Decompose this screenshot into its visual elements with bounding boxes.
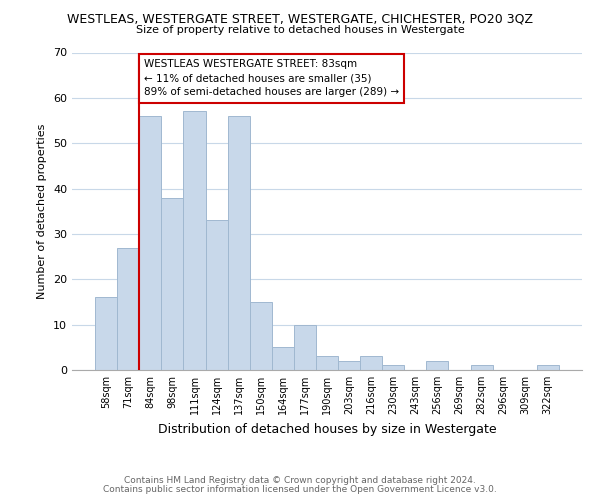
Bar [250,302,272,370]
Bar [427,361,448,370]
Bar [382,366,404,370]
Text: WESTLEAS, WESTERGATE STREET, WESTERGATE, CHICHESTER, PO20 3QZ: WESTLEAS, WESTERGATE STREET, WESTERGATE,… [67,12,533,26]
Bar [338,361,360,370]
Bar [139,116,161,370]
Text: Size of property relative to detached houses in Westergate: Size of property relative to detached ho… [136,25,464,35]
Bar [117,248,139,370]
Bar [272,348,294,370]
Text: Contains HM Land Registry data © Crown copyright and database right 2024.: Contains HM Land Registry data © Crown c… [124,476,476,485]
Text: WESTLEAS WESTERGATE STREET: 83sqm
← 11% of detached houses are smaller (35)
89% : WESTLEAS WESTERGATE STREET: 83sqm ← 11% … [144,60,399,98]
Bar [294,324,316,370]
Bar [360,356,382,370]
Y-axis label: Number of detached properties: Number of detached properties [37,124,47,299]
Bar [206,220,227,370]
Bar [95,298,117,370]
Bar [227,116,250,370]
X-axis label: Distribution of detached houses by size in Westergate: Distribution of detached houses by size … [158,422,496,436]
Bar [470,366,493,370]
Text: Contains public sector information licensed under the Open Government Licence v3: Contains public sector information licen… [103,485,497,494]
Bar [537,366,559,370]
Bar [184,112,206,370]
Bar [316,356,338,370]
Bar [161,198,184,370]
